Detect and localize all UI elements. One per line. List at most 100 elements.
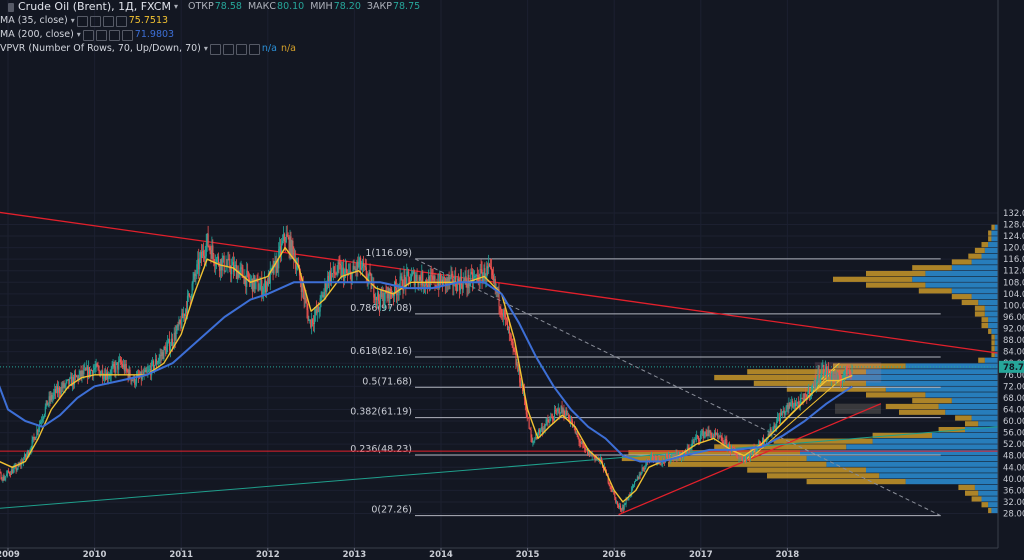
chevron-down-icon[interactable]: ▾ bbox=[76, 30, 81, 39]
candle-body-891 bbox=[807, 393, 809, 400]
time-axis[interactable]: 2009 2010 2011 2012 2013 2014 2015 2016 2017 2018 bbox=[0, 547, 1024, 560]
candle-body-648 bbox=[578, 437, 580, 442]
more-icon[interactable] bbox=[115, 15, 127, 27]
vp-bar-down-38 bbox=[918, 288, 952, 294]
gear-icon[interactable] bbox=[222, 43, 234, 55]
candle-body-41 bbox=[7, 470, 9, 474]
candle-body-570 bbox=[505, 314, 507, 318]
indicator-ma200-row[interactable]: MA (200, close) ▾ 71.9803 bbox=[0, 28, 422, 42]
candle-body-934 bbox=[847, 370, 849, 374]
candle-body-827 bbox=[746, 455, 749, 457]
vp-bar-up-45 bbox=[984, 247, 998, 254]
more-icon[interactable] bbox=[248, 43, 260, 55]
candle-body-709 bbox=[635, 480, 638, 481]
indicator-ma35-row[interactable]: MA (35, close) ▾ 75.7513 bbox=[0, 14, 422, 28]
candle-body-121 bbox=[82, 370, 84, 375]
candle-body-553 bbox=[489, 264, 491, 267]
ma35-value: 75.7513 bbox=[128, 15, 169, 26]
ma35-label[interactable]: MA (35, close) bbox=[0, 15, 68, 26]
candle-body-685 bbox=[613, 491, 615, 494]
eye-icon[interactable] bbox=[76, 15, 88, 27]
candle-body-407 bbox=[351, 272, 353, 284]
close-icon[interactable] bbox=[235, 43, 247, 55]
candle-body-571 bbox=[506, 317, 508, 320]
candle-body-617 bbox=[549, 419, 551, 423]
candle-body-840 bbox=[759, 441, 761, 445]
candle-body-806 bbox=[727, 444, 729, 448]
price-tick-2: 36.00 bbox=[1003, 486, 1024, 496]
candle-body-579 bbox=[513, 347, 515, 351]
vp-bar-up-11 bbox=[846, 444, 998, 450]
candle-body-100 bbox=[62, 382, 64, 389]
gear-icon[interactable] bbox=[89, 15, 101, 27]
candle-body-573 bbox=[507, 326, 509, 331]
candle-body-461 bbox=[402, 289, 404, 291]
indicator-vpvr-row[interactable]: VPVR (Number Of Rows, 70, Up/Down, 70) ▾… bbox=[0, 42, 422, 56]
candle-body-420 bbox=[363, 265, 365, 267]
chevron-down-icon[interactable]: ▾ bbox=[173, 2, 178, 11]
close-label: ЗАКР bbox=[366, 1, 392, 12]
price-tick-7: 56.00 bbox=[1003, 429, 1024, 439]
descending-trend-line[interactable] bbox=[0, 201, 999, 354]
candle-body-473 bbox=[413, 271, 415, 286]
candle-body-371 bbox=[317, 306, 319, 312]
candle-body-630 bbox=[561, 406, 563, 413]
chevron-down-icon[interactable]: ▾ bbox=[70, 16, 75, 25]
candle-body-660 bbox=[589, 452, 591, 457]
price-tick-1: 32.00 bbox=[1003, 498, 1024, 508]
eye-icon[interactable] bbox=[82, 29, 94, 41]
candle-body-627 bbox=[558, 408, 560, 415]
candle-body-512 bbox=[450, 273, 452, 278]
candle-body-760 bbox=[683, 451, 686, 456]
candle-body-248 bbox=[201, 250, 204, 259]
candle-body-558 bbox=[493, 278, 495, 281]
candle-body-622 bbox=[554, 410, 556, 421]
candle-body-478 bbox=[418, 276, 420, 285]
candle-body-359 bbox=[306, 302, 308, 311]
candle-body-598 bbox=[531, 437, 533, 443]
chevron-down-icon[interactable]: ▾ bbox=[203, 44, 208, 53]
candle-body-355 bbox=[302, 282, 304, 292]
more-icon[interactable] bbox=[121, 29, 133, 41]
candle-body-639 bbox=[570, 420, 572, 422]
vp-bar-up-3 bbox=[978, 490, 998, 496]
candle-body-885 bbox=[801, 397, 803, 399]
candle-body-711 bbox=[637, 476, 639, 479]
candle-body-59 bbox=[24, 454, 26, 460]
candle-body-913 bbox=[827, 368, 830, 374]
candle-body-400 bbox=[345, 268, 347, 272]
candle-body-392 bbox=[337, 262, 339, 273]
candle-body-499 bbox=[438, 282, 440, 289]
vp-bar-up-30 bbox=[994, 334, 998, 340]
candle-body-231 bbox=[185, 309, 188, 313]
vp-bar-down-37 bbox=[951, 294, 972, 300]
gear-icon[interactable] bbox=[95, 29, 107, 41]
symbol-title[interactable]: Crude Oil (Brent), 1Д, FXCM bbox=[18, 0, 171, 13]
candle-body-44 bbox=[9, 474, 12, 475]
vpvr-label[interactable]: VPVR (Number Of Rows, 70, Up/Down, 70) bbox=[0, 43, 201, 54]
symbol-row[interactable]: Crude Oil (Brent), 1Д, FXCM ▾ ОТКР 78.58… bbox=[0, 0, 422, 14]
candle-body-194 bbox=[151, 361, 153, 376]
candle-body-341 bbox=[289, 236, 291, 254]
candle-body-378 bbox=[324, 283, 326, 292]
vp-bar-up-18 bbox=[938, 403, 998, 410]
candle-body-789 bbox=[711, 434, 713, 439]
close-icon[interactable] bbox=[108, 29, 120, 41]
price-axis[interactable]: 28.00 32.00 36.0040.00 44.0048.00 52.0056.00… bbox=[997, 0, 1024, 560]
candle-body-930 bbox=[843, 371, 846, 376]
close-icon[interactable] bbox=[102, 15, 114, 27]
candle-body-793 bbox=[714, 432, 717, 435]
symbol-settings-icon[interactable] bbox=[8, 2, 14, 12]
candle-body-663 bbox=[592, 454, 594, 457]
long-support-line[interactable] bbox=[0, 426, 999, 509]
candle-body-807 bbox=[728, 444, 730, 445]
candle-body-551 bbox=[487, 266, 489, 269]
candle-body-279 bbox=[231, 265, 233, 275]
support-zone[interactable] bbox=[835, 403, 881, 414]
ma200-label[interactable]: MA (200, close) bbox=[0, 29, 74, 40]
candle-body-216 bbox=[171, 338, 173, 346]
eye-icon[interactable] bbox=[209, 43, 221, 55]
candle-body-830 bbox=[749, 451, 751, 459]
candle-body-727 bbox=[652, 456, 654, 460]
